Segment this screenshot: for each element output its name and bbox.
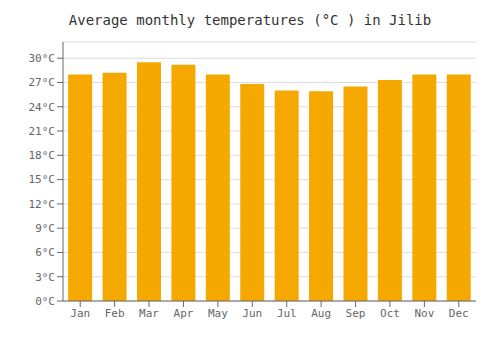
svg-text:3°C: 3°C: [35, 271, 55, 284]
svg-text:Mar: Mar: [139, 307, 159, 320]
svg-text:Aug: Aug: [311, 307, 331, 320]
svg-text:27°C: 27°C: [29, 76, 56, 89]
svg-text:May: May: [208, 307, 228, 320]
svg-text:Oct: Oct: [380, 307, 400, 320]
svg-text:Jul: Jul: [277, 307, 297, 320]
svg-text:Jun: Jun: [242, 307, 262, 320]
svg-text:21°C: 21°C: [29, 125, 56, 138]
svg-text:Feb: Feb: [105, 307, 125, 320]
svg-text:Sep: Sep: [346, 307, 366, 320]
svg-text:Apr: Apr: [174, 307, 194, 320]
svg-text:Nov: Nov: [414, 307, 434, 320]
svg-text:6°C: 6°C: [35, 246, 55, 259]
svg-text:9°C: 9°C: [35, 222, 55, 235]
svg-text:0°C: 0°C: [35, 295, 55, 308]
svg-text:Dec: Dec: [449, 307, 469, 320]
svg-text:12°C: 12°C: [29, 198, 56, 211]
svg-text:Jan: Jan: [70, 307, 90, 320]
svg-text:24°C: 24°C: [29, 101, 56, 114]
svg-text:18°C: 18°C: [29, 149, 56, 162]
svg-text:30°C: 30°C: [29, 52, 56, 65]
html-text:Average monthly temperatures (: Average monthly temperatures (°C ) in Ji…: [68, 12, 432, 28]
svg-text:15°C: 15°C: [29, 173, 56, 186]
